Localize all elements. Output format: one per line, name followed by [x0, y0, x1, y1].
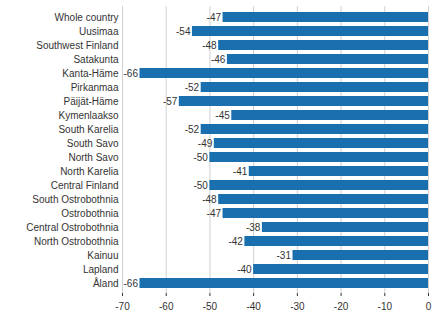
svg-text:-46: -46: [211, 54, 226, 65]
svg-text:-54: -54: [176, 26, 191, 37]
svg-text:North Karelia: North Karelia: [60, 166, 119, 177]
svg-text:-38: -38: [246, 222, 261, 233]
svg-text:-48: -48: [202, 194, 217, 205]
svg-text:Central Ostrobothnia: Central Ostrobothnia: [26, 222, 119, 233]
svg-text:-52: -52: [185, 82, 200, 93]
svg-text:-20: -20: [334, 301, 349, 312]
svg-text:Whole country: Whole country: [55, 12, 119, 23]
svg-text:-10: -10: [378, 301, 393, 312]
svg-text:-40: -40: [237, 264, 252, 275]
svg-text:North Ostrobothnia: North Ostrobothnia: [34, 236, 119, 247]
svg-text:-57: -57: [163, 96, 178, 107]
svg-text:North Savo: North Savo: [68, 152, 118, 163]
svg-text:Satakunta: Satakunta: [73, 54, 118, 65]
svg-text:Kymenlaakso: Kymenlaakso: [58, 110, 118, 121]
svg-text:South Ostrobothnia: South Ostrobothnia: [32, 194, 119, 205]
svg-text:-42: -42: [228, 236, 243, 247]
svg-text:-48: -48: [202, 40, 217, 51]
svg-text:-70: -70: [115, 301, 130, 312]
svg-text:-60: -60: [159, 301, 174, 312]
svg-text:South Savo: South Savo: [67, 138, 119, 149]
svg-text:-45: -45: [215, 110, 230, 121]
svg-text:-41: -41: [233, 166, 248, 177]
svg-text:-47: -47: [207, 12, 222, 23]
svg-text:-31: -31: [277, 250, 292, 261]
svg-text:Åland: Åland: [93, 277, 119, 289]
svg-text:Lapland: Lapland: [83, 264, 119, 275]
svg-text:-52: -52: [185, 124, 200, 135]
svg-text:-66: -66: [124, 68, 139, 79]
svg-text:Central Finland: Central Finland: [51, 180, 119, 191]
svg-text:-40: -40: [246, 301, 261, 312]
svg-text:Southwest Finland: Southwest Finland: [36, 40, 118, 51]
svg-text:Pirkanmaa: Pirkanmaa: [71, 82, 119, 93]
svg-text:-50: -50: [193, 180, 208, 191]
svg-text:-50: -50: [193, 152, 208, 163]
svg-text:-66: -66: [124, 278, 139, 289]
svg-text:Kanta-Häme: Kanta-Häme: [62, 68, 119, 79]
svg-text:Päijät-Häme: Päijät-Häme: [63, 96, 118, 107]
svg-text:-49: -49: [198, 138, 213, 149]
svg-text:Kainuu: Kainuu: [87, 250, 118, 261]
svg-text:-47: -47: [207, 208, 222, 219]
svg-text:Uusimaa: Uusimaa: [79, 26, 119, 37]
svg-text:-50: -50: [203, 301, 218, 312]
svg-text:Ostrobothnia: Ostrobothnia: [61, 208, 119, 219]
svg-text:South Karelia: South Karelia: [58, 124, 118, 135]
svg-text:0: 0: [426, 301, 432, 312]
svg-text:-30: -30: [290, 301, 305, 312]
